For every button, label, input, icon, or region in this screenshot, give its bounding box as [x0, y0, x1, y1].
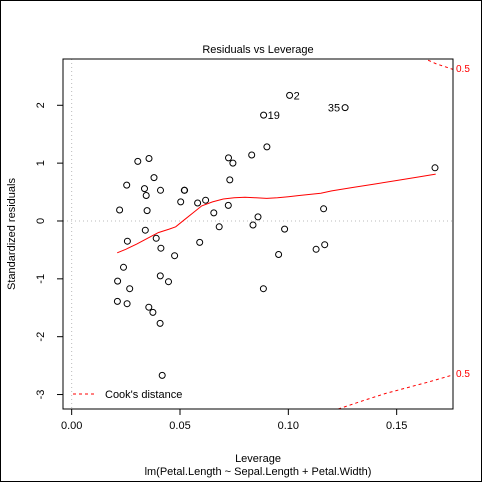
data-point — [116, 206, 124, 214]
x-tick-label: 0.00 — [61, 420, 82, 432]
x-tick-label: 0.15 — [386, 420, 407, 432]
x-axis-title: Leverage — [235, 453, 281, 465]
point-labels: 2 19 35 — [268, 90, 341, 122]
data-point — [225, 154, 232, 162]
y-tick-label: -3 — [35, 390, 47, 400]
data-point — [431, 164, 439, 172]
data-point — [142, 192, 150, 199]
x-axis-subtitle: lm(Petal.Length ~ Sepal.Length + Petal.W… — [145, 466, 372, 478]
data-point — [320, 205, 328, 213]
data-point — [157, 244, 165, 252]
data-point — [134, 157, 142, 165]
data-point — [202, 196, 210, 204]
data-point — [224, 201, 232, 209]
data-point — [229, 159, 237, 167]
x-tick-label: 0.10 — [278, 420, 299, 432]
data-point — [249, 221, 257, 229]
data-point — [275, 251, 283, 258]
data-point — [286, 91, 294, 99]
cooks-distance-lower-contour — [338, 374, 453, 409]
data-point — [158, 371, 166, 379]
data-point — [123, 237, 131, 245]
point-label: 19 — [268, 110, 280, 122]
y-tick-label: 1 — [35, 160, 47, 166]
y-tick-label: -2 — [35, 332, 47, 342]
cooks-distance-upper-contour — [424, 59, 453, 70]
data-point — [123, 300, 131, 308]
data-point — [150, 174, 158, 182]
reference-lines — [63, 59, 453, 409]
chart-title: Residuals vs Leverage — [202, 44, 313, 56]
y-axis-title: Standardized residuals — [6, 178, 18, 290]
data-point — [165, 278, 172, 286]
data-point — [171, 252, 179, 260]
data-point — [114, 277, 122, 285]
cooks-distance-contours — [338, 59, 453, 409]
data-point — [156, 272, 164, 280]
data-point — [126, 285, 134, 293]
data-point — [260, 111, 268, 119]
data-point — [145, 155, 153, 162]
data-point — [177, 198, 185, 206]
data-point — [226, 176, 234, 184]
y-tick-label: 0 — [35, 218, 47, 224]
data-point — [181, 186, 189, 194]
y-axis: -3 -2 -1 0 1 2 — [35, 102, 64, 400]
y-tick-label: -1 — [35, 274, 47, 284]
data-point — [210, 209, 218, 217]
data-point — [341, 104, 349, 112]
data-point — [281, 225, 289, 233]
data-points — [113, 91, 439, 379]
x-axis: 0.00 0.05 0.10 0.15 — [61, 408, 407, 432]
data-point — [254, 213, 262, 221]
data-point — [152, 234, 160, 242]
y-tick-label: 2 — [35, 102, 47, 108]
data-point — [157, 186, 164, 194]
data-point — [194, 199, 202, 207]
plot-box — [62, 58, 454, 410]
data-point — [143, 207, 151, 215]
data-point — [123, 181, 131, 189]
legend: Cook's distance — [73, 389, 182, 401]
data-point — [120, 263, 127, 271]
data-point — [196, 238, 204, 246]
lowess-smooth-line — [117, 173, 436, 254]
data-point — [248, 151, 256, 159]
data-point — [149, 308, 157, 316]
data-point — [156, 319, 164, 327]
data-point — [141, 185, 148, 193]
data-point — [263, 143, 271, 151]
data-point — [321, 241, 329, 249]
data-point — [113, 297, 121, 305]
legend-label: Cook's distance — [105, 389, 182, 401]
x-tick-label: 0.05 — [169, 420, 190, 432]
data-point — [259, 285, 267, 293]
smooth-line-group — [117, 173, 436, 254]
cook-level-label-lower: 0.5 — [456, 369, 470, 380]
data-point — [215, 223, 223, 231]
cook-level-label-upper: 0.5 — [456, 64, 470, 75]
point-label: 2 — [294, 90, 300, 102]
data-point — [145, 303, 153, 311]
point-label: 35 — [328, 103, 340, 115]
data-point — [312, 245, 320, 253]
data-point — [141, 226, 149, 234]
